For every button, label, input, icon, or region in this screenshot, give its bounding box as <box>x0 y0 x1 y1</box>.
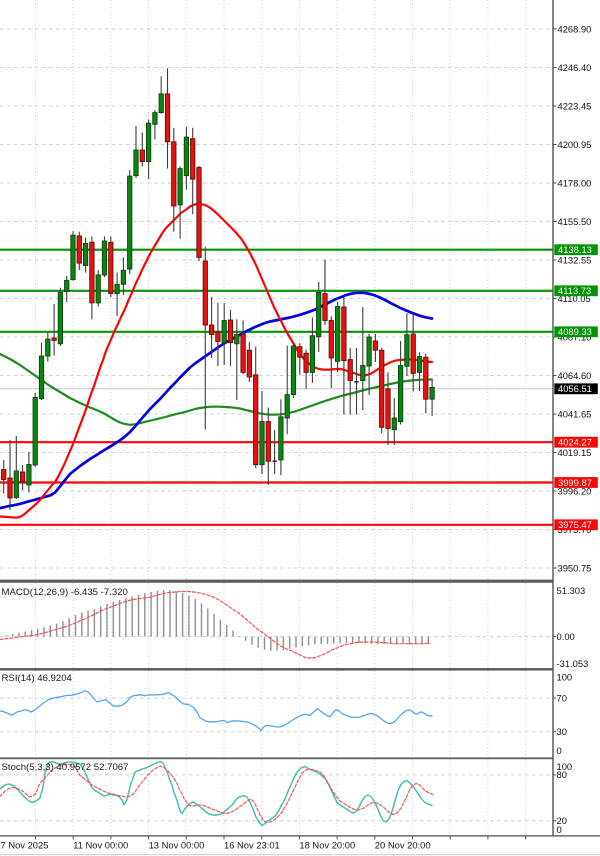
svg-text:3975.47: 3975.47 <box>558 519 592 530</box>
svg-text:4024.27: 4024.27 <box>558 437 592 448</box>
svg-text:4113.73: 4113.73 <box>558 285 591 296</box>
svg-text:RSI(14) 46.9204: RSI(14) 46.9204 <box>2 673 73 684</box>
svg-text:100: 100 <box>557 671 573 682</box>
svg-text:3950.75: 3950.75 <box>558 562 592 573</box>
svg-text:20 Nov 20:00: 20 Nov 20:00 <box>375 840 431 851</box>
svg-text:4138.13: 4138.13 <box>558 244 592 255</box>
svg-text:4056.51: 4056.51 <box>558 383 592 394</box>
svg-text:18 Nov 20:00: 18 Nov 20:00 <box>299 840 355 851</box>
svg-text:4132.55: 4132.55 <box>558 254 592 265</box>
svg-text:4155.50: 4155.50 <box>558 216 592 227</box>
svg-text:11 Nov 00:00: 11 Nov 00:00 <box>73 840 128 851</box>
svg-text:4019.15: 4019.15 <box>558 447 592 458</box>
svg-text:80: 80 <box>557 769 567 780</box>
svg-text:4064.60: 4064.60 <box>558 370 592 381</box>
svg-text:3999.87: 3999.87 <box>558 477 592 488</box>
svg-text:-31.053: -31.053 <box>557 658 589 669</box>
svg-text:3996.20: 3996.20 <box>558 485 592 496</box>
svg-text:4178.00: 4178.00 <box>558 177 592 188</box>
svg-text:51.303: 51.303 <box>557 585 586 596</box>
svg-text:4246.40: 4246.40 <box>558 62 592 73</box>
svg-text:4110.05: 4110.05 <box>558 293 591 304</box>
svg-text:0.00: 0.00 <box>557 631 575 642</box>
svg-text:20: 20 <box>557 815 567 826</box>
svg-text:4200.95: 4200.95 <box>558 139 592 150</box>
svg-text:0: 0 <box>557 745 562 756</box>
svg-text:4223.45: 4223.45 <box>558 100 592 111</box>
svg-text:4089.33: 4089.33 <box>558 326 592 337</box>
svg-text:16 Nov 23:01: 16 Nov 23:01 <box>224 840 280 851</box>
svg-text:Stoch(5,3,3) 40.9572 52.7067: Stoch(5,3,3) 40.9572 52.7067 <box>2 762 129 773</box>
svg-text:0: 0 <box>557 824 562 835</box>
svg-text:4268.90: 4268.90 <box>558 23 592 34</box>
svg-text:7 Nov 2025: 7 Nov 2025 <box>1 840 49 851</box>
svg-text:4041.65: 4041.65 <box>558 408 592 419</box>
svg-text:70: 70 <box>557 692 567 703</box>
svg-text:13 Nov 00:00: 13 Nov 00:00 <box>149 840 205 851</box>
svg-text:30: 30 <box>557 726 567 737</box>
svg-text:100: 100 <box>557 761 573 772</box>
svg-text:MACD(12,26,9) -6.435 -7.320: MACD(12,26,9) -6.435 -7.320 <box>2 587 128 598</box>
